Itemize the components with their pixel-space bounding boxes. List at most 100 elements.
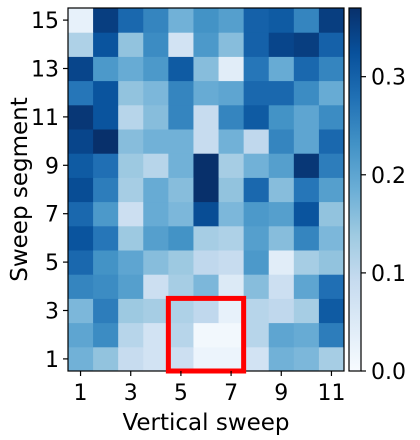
heatmap-cell [243,8,270,33]
heatmap-cell [93,56,119,82]
heatmap-cell [293,56,320,82]
heatmap-cell [293,201,320,227]
heatmap-cell [118,250,144,275]
heatmap-cell [168,274,194,299]
heatmap-cell [68,8,94,33]
x-axis-ticks: 1 3 5 7 9 11 [74,371,345,406]
heatmap-cell [168,322,194,348]
heatmap-cell [218,250,245,275]
colorbar-tick-label: 0.2 [371,164,406,189]
heatmap-cell [118,56,144,82]
heatmap-cell [168,201,194,227]
heatmap-cell [168,298,194,324]
heatmap-cell [168,129,194,154]
heatmap-cell [218,322,245,348]
heatmap-cell [243,129,270,154]
heatmap-cell [118,274,144,299]
heatmap-cell [93,250,119,275]
heatmap-cell [218,56,245,82]
heatmap-cell [68,80,94,106]
heatmap-cell [68,225,94,251]
heatmap-cell [268,298,295,324]
heatmap-cell [168,104,194,130]
heatmap-cell [318,225,345,251]
heatmap-cell [318,32,345,57]
heatmap-cell [118,129,144,154]
heatmap-cell [243,32,270,57]
heatmap-cell [243,250,270,275]
colorbar-tick-label: 0.1 [371,262,406,287]
heatmap-cell [218,177,245,203]
heatmap-cell [193,32,220,57]
x-axis-label: Vertical sweep [122,410,289,436]
heatmap-cell [293,32,320,57]
heatmap-cell [93,32,119,57]
heatmap-cell [318,56,345,82]
heatmap-cell [143,201,169,227]
heatmap-cell [93,177,119,203]
heatmap-cell [318,322,345,348]
heatmap-cell [168,346,194,372]
heatmap-cell [293,153,320,178]
heatmap-cell [168,250,194,275]
heatmap-cell [68,201,94,227]
heatmap-cell [243,104,270,130]
heatmap-cell [118,177,144,203]
heatmap-cell [193,250,220,275]
heatmap-cell [68,129,94,154]
heatmap-cell [93,129,119,154]
heatmap-cell [143,8,169,33]
y-tick-label: 5 [45,251,59,276]
heatmap-cell [168,225,194,251]
heatmap-cell [118,104,144,130]
heatmap-cell [193,274,220,299]
heatmap-cell [68,322,94,348]
heatmap-cell [93,201,119,227]
colorbar-ticks: 0.0 0.1 0.2 0.3 [361,66,406,385]
heatmap-cell [218,274,245,299]
heatmap-cell [168,177,194,203]
heatmap-cell [118,153,144,178]
heatmap-cell [318,8,345,33]
heatmap-cell [118,298,144,324]
heatmap-cell [218,225,245,251]
heatmap-cell [193,346,220,372]
heatmap-cell [143,177,169,203]
x-tick-label: 7 [224,381,238,406]
heatmap-cell [193,56,220,82]
heatmap-cell [68,104,94,130]
heatmap-cell [118,8,144,33]
heatmap-cell [218,104,245,130]
heatmap-cell [68,56,94,82]
heatmap-cell [143,250,169,275]
y-tick-label: 3 [45,300,59,325]
heatmap-cell [193,225,220,251]
heatmap-cell [143,129,169,154]
heatmap-cell [93,225,119,251]
heatmap-cell [218,298,245,324]
heatmap-cell [293,225,320,251]
heatmap-cell [143,322,169,348]
y-tick-label: 11 [31,106,59,131]
heatmap-cell [318,177,345,203]
heatmap-cell [93,298,119,324]
y-tick-label: 13 [31,58,59,83]
heatmap-cell [268,201,295,227]
heatmap-cell [268,322,295,348]
heatmap-cell [93,274,119,299]
heatmap-cell [168,153,194,178]
x-tick-label: 3 [124,381,138,406]
heatmap-cell [68,274,94,299]
heatmap-cell [293,298,320,324]
heatmap-cell [268,250,295,275]
heatmap-cell [143,104,169,130]
heatmap-cell [318,201,345,227]
heatmap-cell [218,201,245,227]
heatmap-cell [318,250,345,275]
heatmap-cell [68,153,94,178]
heatmap-cells [68,8,345,372]
y-axis-label: Sweep segment [7,97,33,282]
heatmap-cell [318,274,345,299]
heatmap-cell [118,32,144,57]
